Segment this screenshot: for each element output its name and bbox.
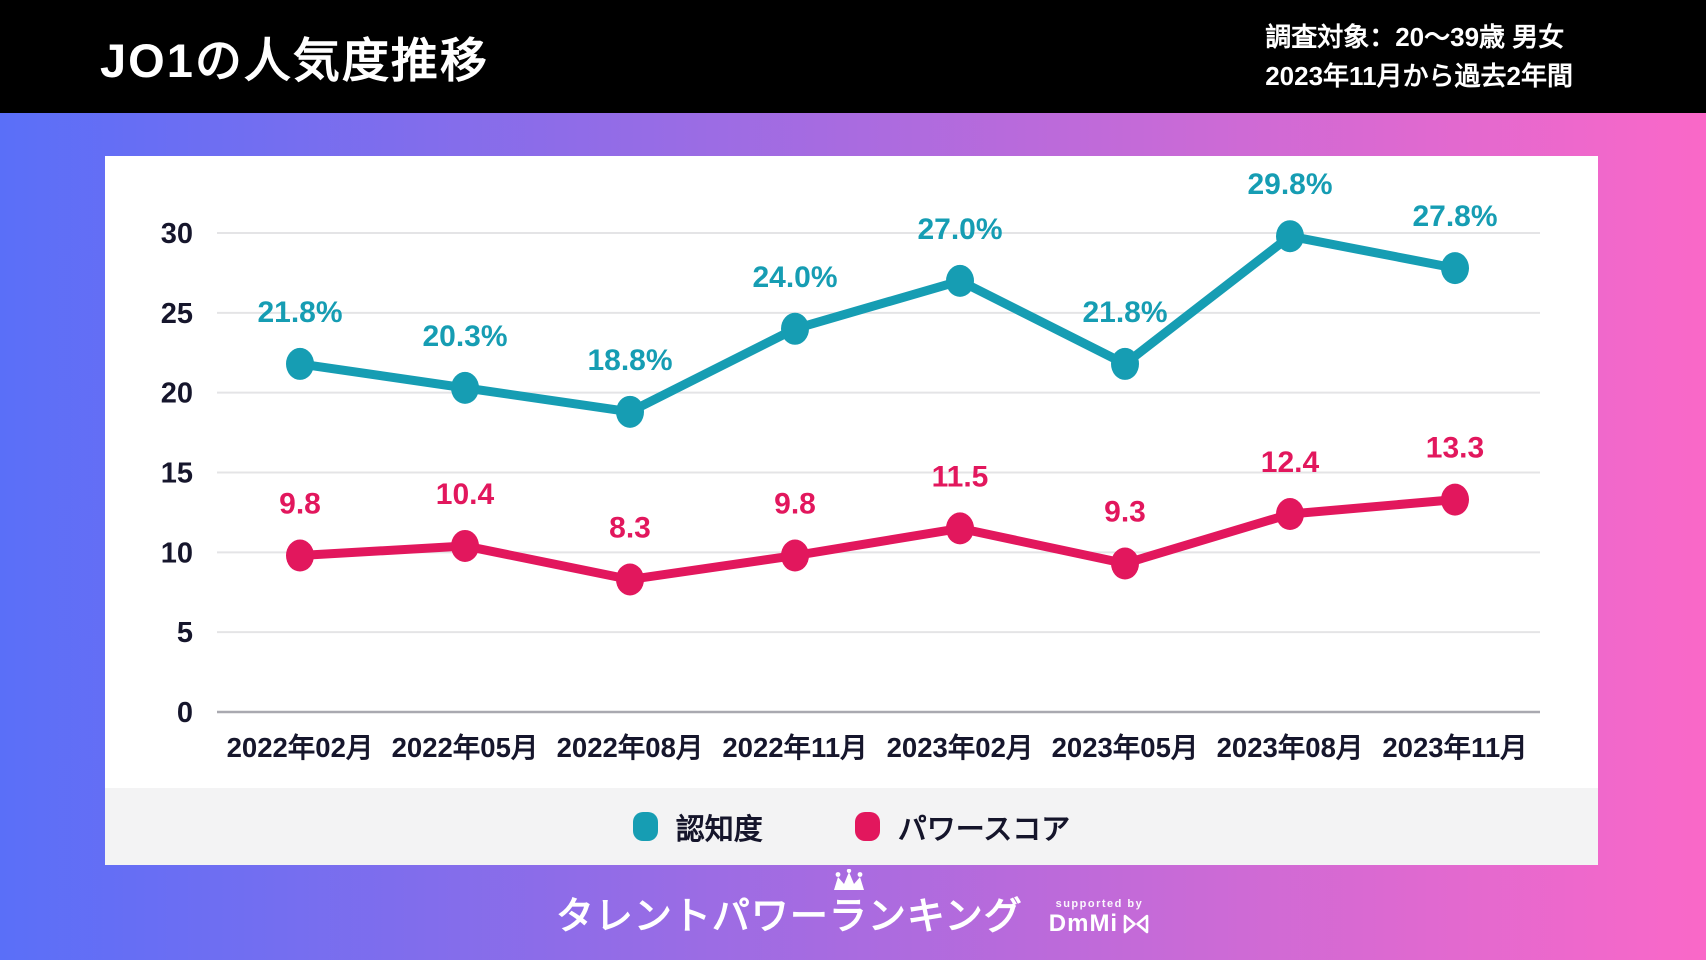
x-axis-tick: 2022年05月: [392, 732, 539, 763]
x-axis-tick: 2022年02月: [227, 732, 374, 763]
data-label: 9.8: [774, 488, 816, 521]
data-label: 9.3: [1104, 496, 1146, 529]
power-score-legend-label: パワースコア: [897, 813, 1071, 846]
x-axis-tick: 2022年11月: [722, 732, 867, 763]
chart-card: 0 5 10 15 20 25 30 2022年02月 2022年05月 2022年08月 2022…: [105, 156, 1598, 865]
data-label: 27.0%: [917, 213, 1002, 246]
data-label: 11.5: [932, 460, 989, 493]
data-label: 9.8: [279, 488, 321, 521]
series-line-1: [295, 495, 1460, 584]
x-axis-tick: 2023年11月: [1382, 732, 1527, 763]
x-axis-tick: 2023年05月: [1052, 732, 1199, 763]
x-axis-tick: 2022年08月: [557, 732, 704, 763]
data-point: [781, 539, 809, 572]
data-point: [286, 347, 314, 380]
data-point: [1441, 252, 1469, 285]
data-label: 24.0%: [752, 261, 837, 294]
legend-item-power-score: パワースコア: [854, 806, 1071, 848]
y-axis-tick: 0: [177, 697, 193, 729]
data-label: 20.3%: [422, 320, 507, 353]
dmmix-brand-text: DmMi: [1048, 909, 1119, 937]
logo-text: タレントパワーランキング: [555, 896, 1023, 938]
x-axis-tick: 2023年02月: [887, 732, 1034, 763]
data-point: [286, 539, 314, 572]
data-label: 27.8%: [1412, 200, 1497, 233]
page-title: JO1の人気度推移: [100, 34, 489, 87]
survey-note-line2: 2023年11月から過去2年間: [1265, 60, 1573, 91]
footer: タレントパワーランキング supported by DmMi: [0, 865, 1706, 960]
chart-legend: 認知度 パワースコア: [105, 788, 1598, 865]
data-point: [1111, 347, 1139, 380]
data-label: 29.8%: [1247, 168, 1332, 201]
y-axis-tick: 5: [177, 617, 193, 649]
y-axis-tick: 30: [161, 218, 193, 250]
survey-note: 調査対象：20〜39歳 男女 2023年11月から過去2年間: [1265, 18, 1573, 96]
data-label: 18.8%: [587, 344, 672, 377]
data-point: [1276, 498, 1304, 531]
data-label: 21.8%: [257, 296, 342, 329]
data-point: [1111, 547, 1139, 580]
data-point: [781, 312, 809, 345]
data-label: 10.4: [436, 478, 495, 511]
data-label: 8.3: [609, 511, 651, 544]
data-point: [1441, 483, 1469, 516]
talent-power-ranking-logo: タレントパワーランキング: [555, 869, 1023, 940]
supported-by-block: supported by DmMi: [1049, 898, 1150, 938]
data-point: [946, 512, 974, 545]
awareness-legend-label: 認知度: [675, 813, 763, 846]
data-point: [451, 371, 479, 404]
x-axis-tick: 2023年08月: [1217, 732, 1364, 763]
header-bar: JO1の人気度推移 調査対象：20〜39歳 男女 2023年11月から過去2年間: [0, 0, 1706, 113]
data-label: 21.8%: [1082, 296, 1167, 329]
awareness-legend-marker: [632, 812, 658, 841]
data-point: [451, 529, 479, 562]
data-point: [616, 563, 644, 596]
dmmix-x-icon: [1123, 914, 1149, 933]
popularity-line-chart: 0 5 10 15 20 25 30 2022年02月 2022年05月 2022年08月 2022…: [105, 156, 1598, 788]
data-point: [616, 395, 644, 428]
legend-item-awareness: 認知度: [632, 806, 763, 848]
series-line-0: [295, 231, 1460, 417]
data-point: [1276, 220, 1304, 253]
y-axis-tick: 15: [161, 458, 193, 490]
dmmix-brand: DmMi: [1049, 910, 1150, 938]
power-score-legend-marker: [854, 812, 880, 841]
data-label: 13.3: [1426, 432, 1484, 465]
y-axis-tick: 10: [161, 537, 193, 569]
data-point: [946, 264, 974, 297]
y-axis-tick: 25: [161, 298, 193, 330]
supported-by-text: supported by: [1055, 897, 1144, 910]
crown-icon: [834, 869, 865, 890]
y-axis-tick: 20: [161, 378, 193, 410]
survey-note-line1: 調査対象：20〜39歳 男女: [1265, 21, 1565, 52]
data-label: 12.4: [1261, 446, 1320, 479]
